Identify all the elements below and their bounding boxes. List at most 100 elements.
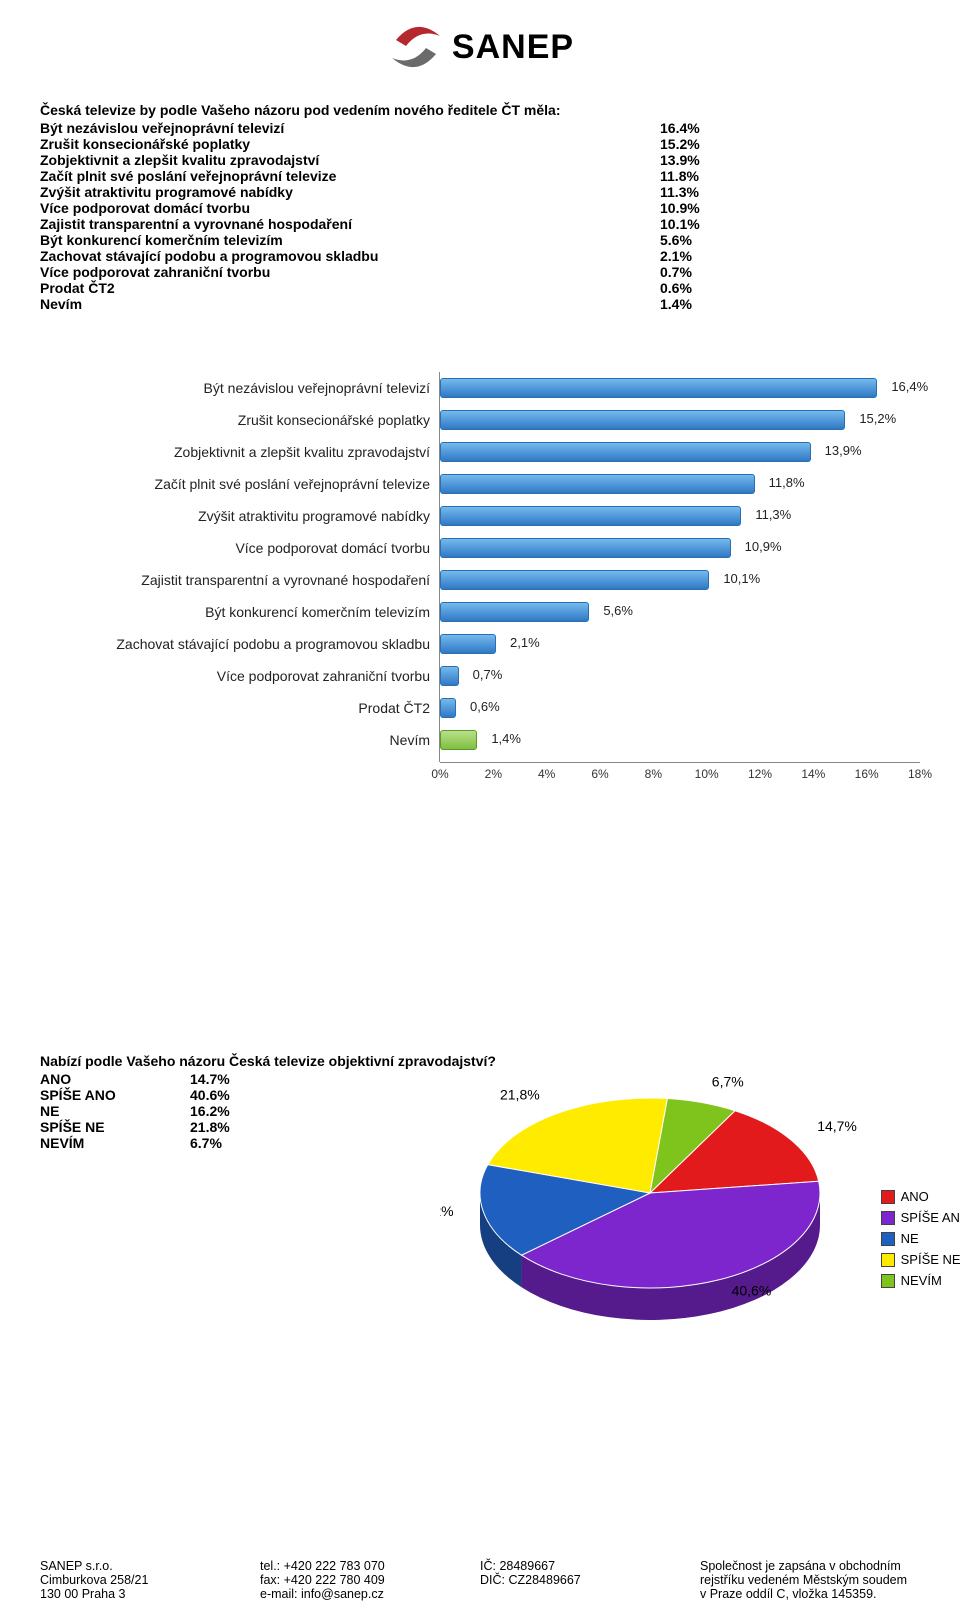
q2-item-label: NE: [40, 1103, 190, 1119]
bar-track: 2,1%: [440, 634, 920, 654]
pie-slice-label: 21,8%: [500, 1086, 540, 1102]
bar-track: 10,1%: [440, 570, 920, 590]
footer-text: e-mail: info@sanep.cz: [260, 1587, 480, 1601]
bar-row: Zvýšit atraktivitu programové nabídky 11,…: [60, 500, 900, 532]
bar-track: 15,2%: [440, 410, 920, 430]
legend-item: SPÍŠE ANO: [881, 1210, 960, 1225]
pie-slice-label: 14,7%: [817, 1118, 857, 1134]
q1-item-value: 1.4%: [660, 296, 692, 312]
bar-value-label: 2,1%: [510, 635, 540, 650]
q1-item: Více podporovat zahraniční tvorbu0.7%: [40, 264, 920, 280]
q2-item-value: 16.2%: [190, 1103, 230, 1119]
footer-text: DIČ: CZ28489667: [480, 1573, 700, 1587]
q1-title: Česká televize by podle Vašeho názoru po…: [40, 102, 920, 118]
q1-item: Být konkurencí komerčním televizím5.6%: [40, 232, 920, 248]
q2-item-label: SPÍŠE NE: [40, 1119, 190, 1135]
q1-item-value: 11.8%: [660, 168, 699, 184]
q1-item-value: 10.9%: [660, 200, 700, 216]
bar-row: Více podporovat zahraniční tvorbu0,7%: [60, 660, 900, 692]
q1-item: Zajistit transparentní a vyrovnané hospo…: [40, 216, 920, 232]
q2-pie-chart: 14,7%40,6%16,2%21,8%6,7% ANOSPÍŠE ANONES…: [440, 1043, 960, 1363]
bar-fill: [440, 410, 845, 430]
bar-fill: [440, 538, 731, 558]
bar-category-label: Zrušit konsecionářské poplatky: [60, 412, 440, 428]
bar-value-label: 16,4%: [891, 379, 928, 394]
bar-category-label: Zvýšit atraktivitu programové nabídky: [60, 508, 440, 524]
q1-item-value: 0.7%: [660, 264, 692, 280]
bar-category-label: Zobjektivnit a zlepšit kvalitu zpravodaj…: [60, 444, 440, 460]
q1-item-value: 16.4%: [660, 120, 700, 136]
bar-row: Zobjektivnit a zlepšit kvalitu zpravodaj…: [60, 436, 900, 468]
pie-legend: ANOSPÍŠE ANONESPÍŠE NENEVÍM: [881, 1183, 960, 1294]
bar-fill: [440, 634, 496, 654]
q2-item-label: ANO: [40, 1071, 190, 1087]
footer-text: SANEP s.r.o.: [40, 1559, 260, 1573]
header-logo: SANEP: [0, 0, 960, 82]
bar-row: Nevím1,4%: [60, 724, 900, 756]
bar-row: Prodat ČT20,6%: [60, 692, 900, 724]
bar-track: 13,9%: [440, 442, 920, 462]
bar-track: 11,8%: [440, 474, 920, 494]
pie-slice-label: 6,7%: [712, 1073, 744, 1089]
footer-text: 130 00 Praha 3: [40, 1587, 260, 1601]
q1-item-label: Zachovat stávající podobu a programovou …: [40, 248, 660, 264]
bar-track: 0,7%: [440, 666, 920, 686]
x-axis-tick: 0%: [431, 767, 448, 781]
bar-track: 10,9%: [440, 538, 920, 558]
legend-swatch: [881, 1232, 895, 1246]
bar-value-label: 0,6%: [470, 699, 500, 714]
bar-category-label: Zajistit transparentní a vyrovnané hospo…: [60, 572, 440, 588]
bar-value-label: 13,9%: [825, 443, 862, 458]
q1-item-value: 11.3%: [660, 184, 699, 200]
legend-item: NE: [881, 1231, 960, 1246]
bar-fill: [440, 442, 811, 462]
bar-value-label: 10,9%: [745, 539, 782, 554]
q1-item: Být nezávislou veřejnoprávní televizí16.…: [40, 120, 920, 136]
brand-name: SANEP: [452, 28, 574, 67]
q1-item-label: Zvýšit atraktivitu programové nabídky: [40, 184, 660, 200]
legend-swatch: [881, 1274, 895, 1288]
bar-fill: [440, 506, 741, 526]
q1-item-value: 5.6%: [660, 232, 692, 248]
x-axis-tick: 16%: [855, 767, 879, 781]
footer-col-ids: IČ: 28489667 DIČ: CZ28489667: [480, 1559, 700, 1601]
bar-row: Zajistit transparentní a vyrovnané hospo…: [60, 564, 900, 596]
footer-col-registry: Společnost je zapsána v obchodním rejstř…: [700, 1559, 920, 1601]
pie-svg: 14,7%40,6%16,2%21,8%6,7%: [440, 1043, 880, 1363]
q1-item-label: Více podporovat domácí tvorbu: [40, 200, 660, 216]
bar-category-label: Více podporovat domácí tvorbu: [60, 540, 440, 556]
bar-value-label: 5,6%: [603, 603, 633, 618]
q1-item-value: 15.2%: [660, 136, 700, 152]
q2-item-value: 6.7%: [190, 1135, 222, 1151]
bar-row: Začít plnit své poslání veřejnoprávní te…: [60, 468, 900, 500]
legend-label: NEVÍM: [901, 1273, 942, 1288]
footer-col-contact: tel.: +420 222 783 070 fax: +420 222 780…: [260, 1559, 480, 1601]
q1-item-label: Zajistit transparentní a vyrovnané hospo…: [40, 216, 660, 232]
bar-value-label: 11,3%: [755, 507, 791, 522]
x-axis-tick: 8%: [645, 767, 662, 781]
bar-value-label: 1,4%: [491, 731, 521, 746]
bar-fill: [440, 474, 755, 494]
q1-item-label: Více podporovat zahraniční tvorbu: [40, 264, 660, 280]
bar-fill: [440, 570, 709, 590]
legend-item: NEVÍM: [881, 1273, 960, 1288]
q1-item-value: 2.1%: [660, 248, 692, 264]
q1-item-label: Začít plnit své poslání veřejnoprávní te…: [40, 168, 660, 184]
footer-text: rejstříku vedeném Městským soudem: [700, 1573, 920, 1587]
q1-item: Zobjektivnit a zlepšit kvalitu zpravodaj…: [40, 152, 920, 168]
bar-value-label: 0,7%: [473, 667, 503, 682]
x-axis-tick: 4%: [538, 767, 555, 781]
legend-swatch: [881, 1190, 895, 1204]
q1-item-label: Být nezávislou veřejnoprávní televizí: [40, 120, 660, 136]
legend-label: SPÍŠE NE: [901, 1252, 960, 1267]
q2-item-value: 14.7%: [190, 1071, 230, 1087]
bar-category-label: Začít plnit své poslání veřejnoprávní te…: [60, 476, 440, 492]
pie-slice-label: 16,2%: [440, 1203, 454, 1219]
x-axis-tick: 12%: [748, 767, 772, 781]
q1-item-label: Zobjektivnit a zlepšit kvalitu zpravodaj…: [40, 152, 660, 168]
footer-text: IČ: 28489667: [480, 1559, 700, 1573]
bar-fill: [440, 666, 459, 686]
bar-track: 5,6%: [440, 602, 920, 622]
bar-track: 16,4%: [440, 378, 920, 398]
q1-item: Zachovat stávající podobu a programovou …: [40, 248, 920, 264]
